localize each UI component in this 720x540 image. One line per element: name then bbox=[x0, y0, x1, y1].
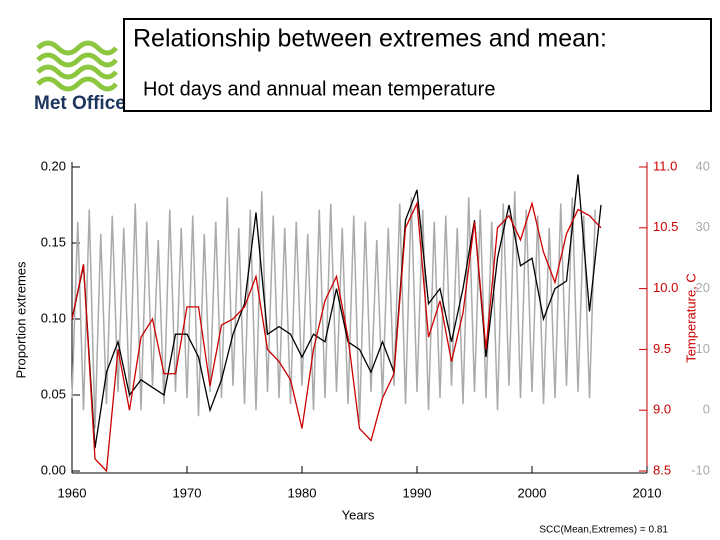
title: Relationship between extremes and mean: bbox=[133, 25, 607, 53]
x-tick-label: 2010 bbox=[633, 485, 662, 500]
y2-tick-label: 10.0 bbox=[653, 280, 678, 295]
x-axis-label: Years bbox=[342, 507, 375, 522]
series-line bbox=[71, 201, 602, 473]
y-tick-label: 0.15 bbox=[41, 234, 66, 249]
x-tick-label: 2000 bbox=[518, 485, 547, 500]
y2-tick-label: 9.5 bbox=[653, 341, 671, 356]
x-tick-label: 1970 bbox=[173, 485, 202, 500]
y-tick-label: 0.20 bbox=[41, 158, 66, 173]
y2-tick-label: 10.5 bbox=[653, 219, 678, 234]
series-line bbox=[71, 191, 596, 429]
y2-tick-label: 9.0 bbox=[653, 402, 671, 417]
subtitle: Hot days and annual mean temperature bbox=[143, 78, 495, 100]
y3-tick-label: 0 bbox=[703, 402, 710, 417]
y-tick-label: 0.05 bbox=[41, 386, 66, 401]
y3-tick-label: 30 bbox=[696, 219, 710, 234]
y2-axis-label: Temperature, C bbox=[683, 273, 698, 363]
logo-wave bbox=[36, 64, 118, 80]
logo-wave bbox=[36, 52, 118, 68]
x-tick-label: 1960 bbox=[58, 485, 87, 500]
logo-wave bbox=[36, 40, 118, 56]
y2-tick-label: 8.5 bbox=[653, 462, 671, 477]
y3-tick-label: -10 bbox=[691, 462, 710, 477]
logo-text: Met Office bbox=[34, 93, 126, 114]
y3-tick-label: 10 bbox=[696, 341, 710, 356]
logo bbox=[36, 40, 118, 92]
logo-wave bbox=[36, 76, 118, 92]
y-tick-label: 0.10 bbox=[41, 310, 66, 325]
title-box bbox=[123, 18, 712, 112]
y-tick-label: 0.00 bbox=[41, 462, 66, 477]
annotation: SCC(Mean,Extremes) = 0.81 bbox=[539, 525, 668, 536]
series-line bbox=[71, 174, 602, 449]
y3-tick-label: 40 bbox=[696, 158, 710, 173]
x-tick-label: 1980 bbox=[288, 485, 317, 500]
x-tick-label: 1990 bbox=[403, 485, 432, 500]
y2-tick-label: 11.0 bbox=[653, 158, 677, 173]
y-axis-label: Proportion extremes bbox=[13, 261, 28, 379]
y3-tick-label: 20 bbox=[696, 280, 710, 295]
